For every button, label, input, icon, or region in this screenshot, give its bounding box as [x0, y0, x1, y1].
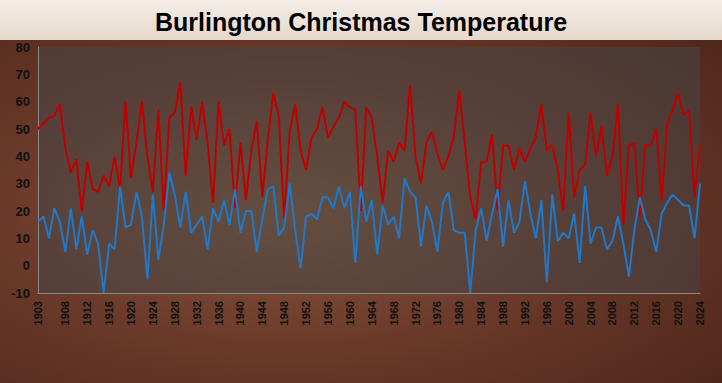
svg-text:50: 50 — [16, 122, 30, 137]
svg-text:0: 0 — [23, 258, 30, 273]
svg-text:2020: 2020 — [672, 301, 684, 325]
svg-text:Burlington Christmas Temperatu: Burlington Christmas Temperature — [155, 8, 567, 36]
svg-text:1912: 1912 — [81, 301, 93, 325]
svg-text:1976: 1976 — [431, 301, 443, 325]
svg-text:1964: 1964 — [366, 300, 378, 325]
svg-text:1903: 1903 — [32, 301, 44, 325]
svg-text:2024: 2024 — [694, 300, 706, 325]
svg-text:1932: 1932 — [191, 301, 203, 325]
svg-text:80: 80 — [16, 40, 30, 55]
svg-text:60: 60 — [16, 94, 30, 109]
svg-text:40: 40 — [16, 149, 30, 164]
svg-text:1936: 1936 — [213, 301, 225, 325]
svg-text:10: 10 — [16, 231, 30, 246]
svg-text:1920: 1920 — [125, 301, 137, 325]
svg-text:1940: 1940 — [234, 301, 246, 325]
svg-text:70: 70 — [16, 67, 30, 82]
svg-text:1972: 1972 — [410, 301, 422, 325]
svg-text:-10: -10 — [11, 286, 30, 301]
svg-text:1980: 1980 — [453, 301, 465, 325]
svg-text:1908: 1908 — [59, 301, 71, 325]
svg-text:1960: 1960 — [344, 301, 356, 325]
svg-text:1928: 1928 — [169, 301, 181, 325]
svg-text:30: 30 — [16, 176, 30, 191]
svg-text:1916: 1916 — [103, 301, 115, 325]
svg-text:2016: 2016 — [650, 301, 662, 325]
svg-text:20: 20 — [16, 204, 30, 219]
svg-text:1952: 1952 — [300, 301, 312, 325]
svg-text:1948: 1948 — [278, 301, 290, 325]
svg-text:1984: 1984 — [475, 300, 487, 325]
svg-text:1944: 1944 — [256, 300, 268, 325]
svg-text:1968: 1968 — [388, 301, 400, 325]
svg-text:1996: 1996 — [541, 301, 553, 325]
svg-text:1924: 1924 — [147, 300, 159, 325]
svg-text:2008: 2008 — [606, 301, 618, 325]
svg-text:1992: 1992 — [519, 301, 531, 325]
svg-text:2004: 2004 — [585, 300, 597, 325]
svg-text:2012: 2012 — [628, 301, 640, 325]
svg-text:1956: 1956 — [322, 301, 334, 325]
svg-text:2000: 2000 — [563, 301, 575, 325]
svg-text:1988: 1988 — [497, 301, 509, 325]
